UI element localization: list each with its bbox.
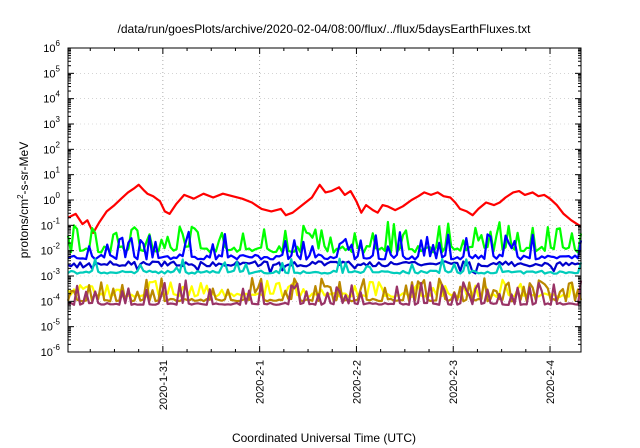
x-tick-label: 2020-2-4 [545, 360, 557, 404]
series-lines [66, 183, 583, 306]
y-axis-label-prefix: protons/cm [17, 199, 31, 258]
series-line-3 [67, 230, 583, 261]
y-tick-label: 10-5 [41, 318, 61, 334]
x-tick-label: 2020-2-1 [255, 360, 267, 404]
y-tick-label: 104 [43, 90, 60, 106]
y-tick-label: 10-1 [41, 216, 61, 232]
y-tick-label: 100 [43, 191, 60, 207]
y-tick-label: 101 [43, 166, 60, 182]
series-line-5 [67, 257, 583, 275]
y-axis-label: protons/cm2-s-sr-MeV [16, 142, 31, 258]
chart-title: /data/run/goesPlots/archive/2020-02-04/0… [118, 22, 532, 36]
y-tick-label: 10-2 [41, 242, 61, 258]
x-tick-label: 2020-2-2 [351, 360, 363, 404]
y-tick-label: 10-3 [41, 267, 61, 283]
x-tick-label: 2020-2-3 [448, 360, 460, 404]
y-axis-label-superscript: 2 [16, 194, 25, 199]
y-tick-label: 10-4 [41, 292, 61, 308]
series-line-8 [67, 279, 583, 306]
y-axis: 10-6 10-5 10-4 10-3 10-2 10-1 100 101 102 103 104 1… [41, 39, 581, 359]
y-tick-label: 106 [43, 39, 60, 55]
x-axis: 2020-1-31 2020-2-1 2020-2-2 2020-2-3 2020-2-… [89, 48, 557, 410]
y-tick-label: 102 [43, 140, 60, 156]
series-line-4 [67, 260, 582, 275]
y-tick-label: 103 [43, 115, 60, 131]
x-tick-label: 2020-1-31 [158, 360, 170, 410]
y-tick-label: 10-6 [41, 343, 61, 359]
series-line-1 [67, 183, 582, 234]
y-tick-label: 105 [43, 64, 60, 80]
y-axis-label-suffix: -s-sr-MeV [17, 142, 31, 195]
series-line-7 [66, 277, 583, 303]
series-line-6 [67, 278, 582, 299]
x-axis-label: Coordinated Universal Time (UTC) [232, 431, 416, 445]
